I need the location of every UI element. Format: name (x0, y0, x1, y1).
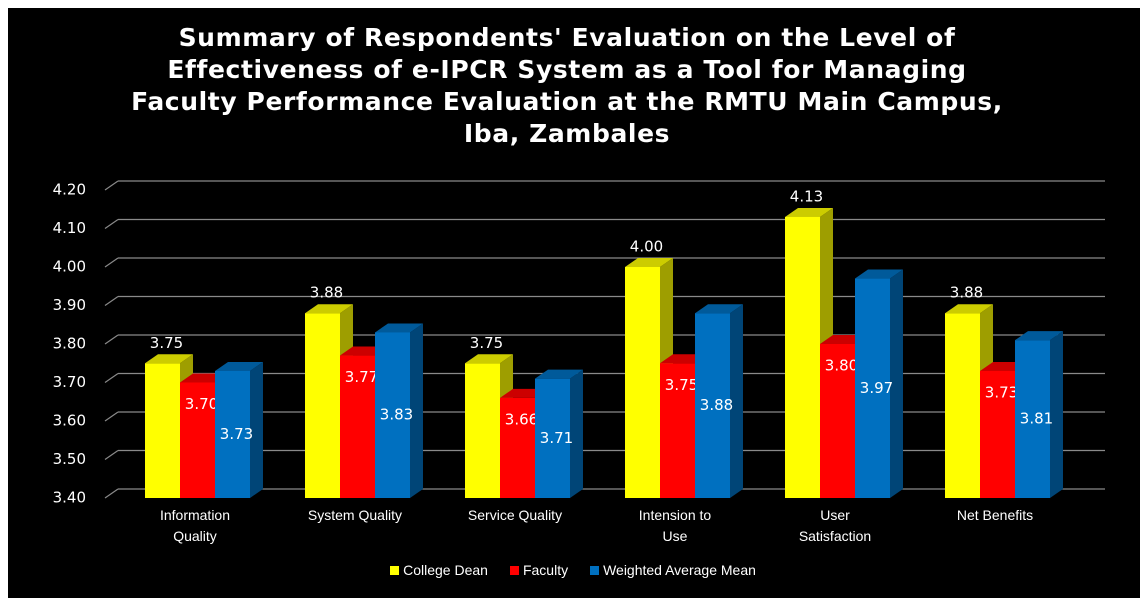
legend-swatch (509, 565, 519, 575)
y-tick-label: 3.60 (53, 412, 86, 430)
x-tick-label: Net Benefits (956, 507, 1034, 523)
y-tick-label: 4.10 (53, 219, 86, 237)
y-tick-label: 3.40 (53, 489, 86, 507)
legend-label: Faculty (522, 562, 569, 578)
legend-swatch (590, 565, 600, 575)
value-label: 3.83 (380, 406, 413, 424)
x-tick-label: User Satisfaction (798, 507, 872, 544)
y-tick-label: 4.00 (53, 258, 86, 276)
bar (375, 332, 410, 498)
legend-swatch (390, 565, 400, 575)
grid-line-depth (104, 257, 119, 268)
x-tick-label: System Quality (307, 507, 403, 523)
bar (820, 344, 855, 498)
y-tick-label: 3.80 (53, 335, 86, 353)
bar-side (250, 361, 263, 498)
value-label: 3.73 (985, 383, 1018, 401)
bar (695, 313, 730, 498)
value-label: 3.75 (150, 334, 183, 352)
value-label: 3.81 (1020, 410, 1053, 428)
bar (465, 363, 500, 498)
grid-line-depth (104, 334, 119, 345)
y-tick-label: 3.90 (53, 296, 86, 314)
bar (215, 370, 250, 498)
bar-side (410, 323, 423, 498)
bar (785, 216, 820, 498)
legend-item: College Dean (390, 562, 488, 578)
bar (1015, 340, 1050, 498)
value-label: 3.88 (310, 284, 343, 302)
bar (145, 363, 180, 498)
bar-top (535, 369, 583, 379)
bar-top (855, 269, 903, 279)
legend-label: College Dean (403, 562, 488, 578)
bar-top (1015, 331, 1063, 341)
x-tick-label: Service Quality (467, 507, 563, 523)
bar (500, 397, 535, 498)
value-label: 3.75 (470, 334, 503, 352)
bar (340, 355, 375, 498)
bar-top (785, 207, 833, 217)
legend-label: Weighted Average Mean (603, 562, 756, 578)
value-label: 3.66 (505, 410, 538, 428)
legend-item: Weighted Average Mean (590, 562, 756, 578)
value-label: 3.97 (860, 379, 893, 397)
bar (180, 382, 215, 498)
value-label: 3.88 (700, 396, 733, 414)
grid-line-depth (104, 180, 119, 191)
bar-top (625, 258, 673, 267)
bar-top (215, 361, 263, 371)
bar-side (890, 269, 903, 498)
bar (980, 370, 1015, 498)
chart-background (8, 8, 1140, 598)
y-tick-label: 3.50 (53, 450, 86, 468)
value-label: 3.71 (540, 429, 573, 447)
x-tick-label: Information Quality (159, 507, 231, 544)
bar-side (570, 369, 583, 498)
grid-line-depth (104, 373, 119, 383)
grid-line-depth (104, 411, 119, 422)
value-label: 3.77 (345, 368, 378, 386)
legend-item: Faculty (509, 562, 569, 578)
bar-side (730, 304, 743, 498)
y-tick-label: 3.70 (53, 373, 86, 391)
value-label: 3.88 (950, 284, 983, 302)
value-label: 3.70 (185, 395, 218, 413)
grid-line-depth (104, 296, 119, 306)
bar-top (305, 304, 353, 314)
value-label: 3.73 (220, 425, 253, 443)
bar (625, 267, 660, 498)
chart-title: Summary of Respondents' Evaluation on th… (131, 23, 1003, 148)
value-label: 3.75 (665, 376, 698, 394)
bar (945, 313, 980, 498)
value-label: 4.13 (790, 187, 823, 205)
grid-line-depth (104, 219, 119, 229)
legend: College Dean Faculty Weighted Average Mean (0, 562, 1146, 578)
y-tick-label: 4.20 (53, 181, 86, 199)
grid-line-depth (104, 488, 119, 499)
bar (660, 363, 695, 498)
bar-top (465, 354, 513, 364)
bar (305, 313, 340, 498)
grid-line-depth (104, 450, 119, 460)
value-label: 4.00 (630, 238, 663, 256)
bar-top (945, 304, 993, 314)
bar (855, 278, 890, 498)
bar-side (1050, 331, 1063, 498)
x-tick-label: Intension to Use (638, 507, 712, 544)
value-label: 3.80 (825, 357, 858, 375)
bar (535, 378, 570, 498)
bar-top (145, 354, 193, 364)
bar-top (695, 304, 743, 314)
bar-top (375, 323, 423, 333)
